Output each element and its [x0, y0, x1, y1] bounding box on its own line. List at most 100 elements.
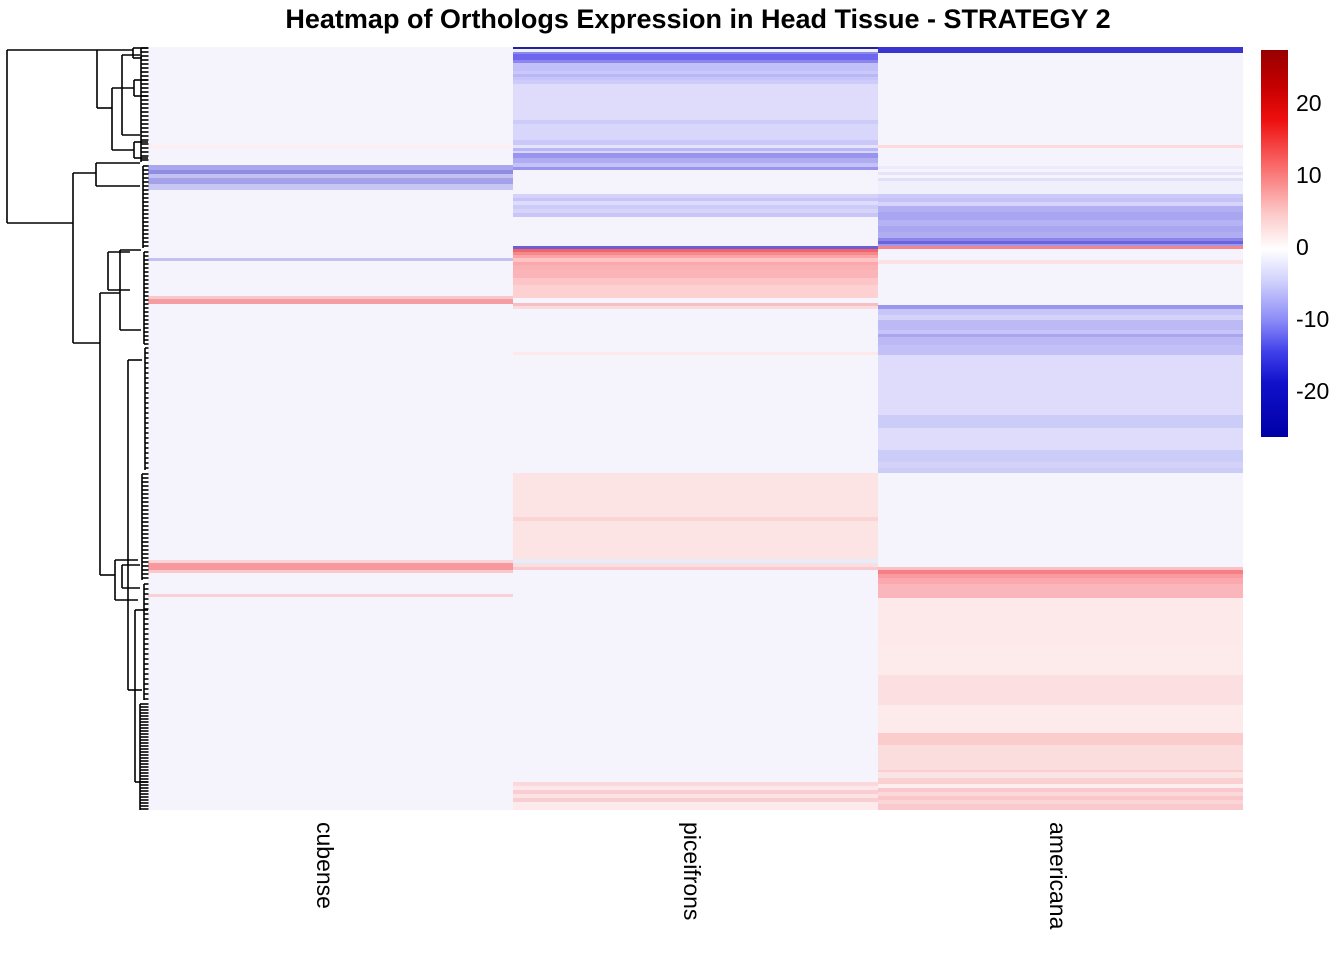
colorbar-tick-label: 0	[1296, 234, 1309, 260]
heatmap-band-americana	[878, 202, 1243, 206]
heatmap-band-americana	[878, 226, 1243, 232]
heatmap-band-piceifrons	[513, 60, 878, 63]
heatmap-band-piceifrons	[513, 167, 878, 170]
heatmap-band-americana	[878, 675, 1243, 705]
heatmap-band-piceifrons	[513, 802, 878, 810]
heatmap-band-americana	[878, 705, 1243, 733]
heatmap-band-piceifrons	[513, 52, 878, 54]
heatmap-band-cubense	[148, 570, 513, 573]
heatmap-band-piceifrons	[513, 194, 878, 198]
heatmap-band-piceifrons	[513, 163, 878, 167]
heatmap-band-piceifrons	[513, 786, 878, 790]
heatmap-band-americana	[878, 778, 1243, 784]
heatmap-band-piceifrons	[513, 521, 878, 559]
heatmap-band-americana	[878, 784, 1243, 788]
heatmap-band-piceifrons	[513, 255, 878, 258]
heatmap-band-piceifrons	[513, 140, 878, 145]
heatmap-band-cubense	[148, 299, 513, 304]
heatmap-band-americana	[878, 172, 1243, 175]
heatmap-band-americana	[878, 567, 1243, 570]
heatmap-band-americana	[878, 178, 1243, 181]
heatmap-band-piceifrons	[513, 306, 878, 309]
heatmap-band-piceifrons	[513, 303, 878, 306]
heatmap-band-americana	[878, 206, 1243, 212]
heatmap-band-piceifrons	[513, 213, 878, 217]
heatmap-band-piceifrons	[513, 49, 878, 52]
heatmap-band-americana	[878, 241, 1243, 244]
heatmap-band-piceifrons	[513, 790, 878, 794]
heatmap-band-piceifrons	[513, 798, 878, 802]
heatmap-band-americana	[878, 145, 1243, 148]
heatmap-band-cubense	[148, 261, 513, 296]
heatmap-band-americana	[878, 345, 1243, 355]
colorbar-tick-label: -20	[1296, 378, 1329, 404]
heatmap-band-piceifrons	[513, 54, 878, 60]
heatmap-band-cubense	[148, 165, 513, 170]
heatmap-band-americana	[878, 468, 1243, 473]
heatmap-band-americana	[878, 796, 1243, 800]
heatmap-band-cubense	[148, 170, 513, 174]
heatmap-band-americana	[878, 175, 1243, 178]
heatmap-band-piceifrons	[513, 285, 878, 298]
heatmap-band-americana	[878, 788, 1243, 792]
heatmap-band-americana	[878, 355, 1243, 415]
heatmap-band-americana	[878, 320, 1243, 330]
heatmap-band-cubense	[148, 563, 513, 570]
heatmap-band-piceifrons	[513, 84, 878, 120]
column-label-cubense: cubense	[312, 822, 338, 909]
heatmap-band-americana	[878, 415, 1243, 428]
colorbar-tick-label: 20	[1296, 90, 1322, 116]
heatmap-band-cubense	[148, 258, 513, 261]
heatmap-band-americana	[878, 169, 1243, 172]
heatmap-band-americana	[878, 450, 1243, 462]
heatmap-band-cubense	[148, 145, 513, 148]
heatmap-band-piceifrons	[513, 120, 878, 124]
heatmap-band-piceifrons	[513, 153, 878, 158]
heatmap-band-piceifrons	[513, 205, 878, 209]
heatmap-band-piceifrons	[513, 74, 878, 77]
heatmap-band-piceifrons	[513, 158, 878, 163]
heatmap-band-americana	[878, 473, 1243, 567]
heatmap-band-americana	[878, 212, 1243, 220]
heatmap-band-piceifrons	[513, 278, 878, 285]
heatmap-band-piceifrons	[513, 63, 878, 71]
heatmap-band-americana	[878, 198, 1243, 202]
heatmap-band-americana	[878, 166, 1243, 169]
chart-title: Heatmap of Orthologs Expression in Head …	[285, 4, 1111, 34]
heatmap-band-piceifrons	[513, 148, 878, 151]
heatmap-band-piceifrons	[513, 355, 878, 473]
colorbar-tick-label: -10	[1296, 306, 1329, 332]
heatmap-band-americana	[878, 53, 1243, 145]
heatmap-band-cubense	[148, 594, 513, 597]
heatmap-band-cubense	[148, 184, 513, 190]
heatmap-band-piceifrons	[513, 567, 878, 570]
heatmap-band-americana	[878, 770, 1243, 772]
heatmap-band-piceifrons	[513, 124, 878, 140]
heatmap-band-americana	[878, 733, 1243, 745]
heatmap-band-cubense	[148, 560, 513, 563]
heatmap-band-piceifrons	[513, 170, 878, 194]
heatmap-band-piceifrons	[513, 209, 878, 213]
heatmap-band-piceifrons	[513, 217, 878, 246]
heatmap-band-americana	[878, 148, 1243, 166]
heatmap-band-cubense	[148, 304, 513, 560]
heatmap-band-piceifrons	[513, 563, 878, 567]
heatmap-band-americana	[878, 309, 1243, 315]
heatmap-band-americana	[878, 804, 1243, 810]
heatmap-band-piceifrons	[513, 145, 878, 148]
column-label-americana: americana	[1045, 822, 1071, 930]
heatmap-cells	[148, 47, 1243, 810]
heatmap-band-americana	[878, 578, 1243, 584]
heatmap-band-piceifrons	[513, 265, 878, 270]
heatmap-band-piceifrons	[513, 246, 878, 249]
heatmap-band-cubense	[148, 597, 513, 810]
heatmap-band-piceifrons	[513, 71, 878, 74]
heatmap-band-americana	[878, 194, 1243, 198]
heatmap-band-cubense	[148, 148, 513, 165]
heatmap-band-piceifrons	[513, 249, 878, 252]
heatmap-band-piceifrons	[513, 352, 878, 355]
heatmap-band-americana	[878, 428, 1243, 450]
heatmap-band-americana	[878, 772, 1243, 778]
heatmap-band-americana	[878, 305, 1243, 309]
heatmap-band-americana	[878, 745, 1243, 770]
